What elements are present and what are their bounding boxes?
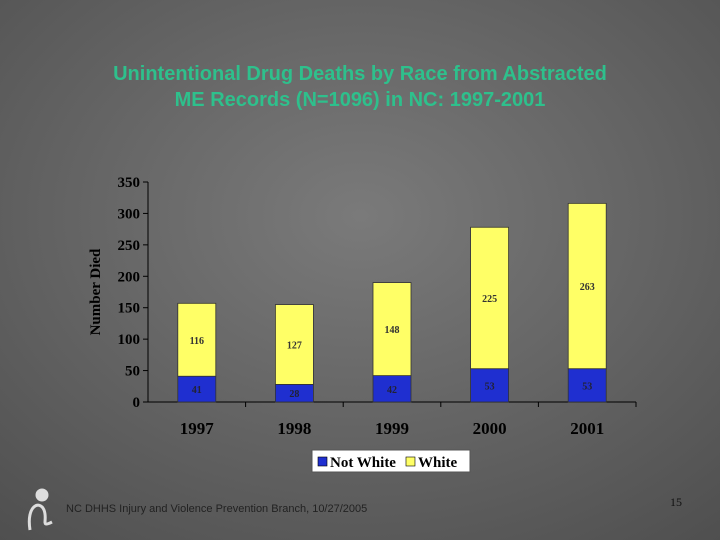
data-label: 28 xyxy=(289,389,299,400)
data-label: 263 xyxy=(580,282,595,293)
bar-segment xyxy=(470,368,510,403)
data-label: 148 xyxy=(385,325,400,336)
x-tick-label: 2000 xyxy=(473,419,507,438)
x-tick-label: 2001 xyxy=(570,419,604,438)
y-tick-label: 50 xyxy=(125,364,140,380)
data-label: 41 xyxy=(192,385,202,396)
y-tick-label: 200 xyxy=(118,269,141,285)
data-label: 127 xyxy=(287,340,302,351)
page-number: 15 xyxy=(670,495,682,509)
bar-segment xyxy=(567,368,607,403)
y-axis-label: Number Died xyxy=(88,248,104,335)
y-tick-label: 0 xyxy=(133,395,141,411)
legend-swatch xyxy=(405,456,416,467)
legend-swatch xyxy=(317,456,328,467)
data-label: 53 xyxy=(485,381,495,392)
footer: NC DHHS Injury and Violence Prevention B… xyxy=(66,503,367,515)
y-tick-label: 150 xyxy=(118,301,141,317)
bar-segment xyxy=(274,304,314,385)
bar-segment xyxy=(177,302,217,377)
bar-segment xyxy=(372,375,412,403)
x-tick-label: 1997 xyxy=(180,419,215,438)
legend-label: Not White xyxy=(330,455,396,471)
bar-segment xyxy=(567,202,607,370)
logo xyxy=(27,488,53,531)
logo-head xyxy=(35,488,49,502)
bar-segment xyxy=(372,282,412,377)
legend-box xyxy=(311,449,471,473)
bar-segment xyxy=(177,375,217,403)
legend-label: White xyxy=(418,455,458,471)
y-tick-label: 350 xyxy=(118,175,141,191)
title-line: Unintentional Drug Deaths by Race from A… xyxy=(113,63,607,85)
data-label: 42 xyxy=(387,385,397,396)
x-tick-label: 1998 xyxy=(277,419,311,438)
data-label: 225 xyxy=(482,294,497,305)
data-label: 116 xyxy=(190,336,204,347)
x-tick-label: 1999 xyxy=(375,419,409,438)
chart-title: Unintentional Drug Deaths by Race from A… xyxy=(113,63,607,111)
y-tick-label: 250 xyxy=(118,238,141,254)
y-tick-label: 100 xyxy=(118,332,141,348)
logo-body xyxy=(27,503,53,531)
y-tick-label: 300 xyxy=(118,206,141,222)
data-label: 53 xyxy=(582,381,592,392)
bar-segment xyxy=(470,226,510,370)
title-line: ME Records (N=1096) in NC: 1997-2001 xyxy=(175,89,546,111)
